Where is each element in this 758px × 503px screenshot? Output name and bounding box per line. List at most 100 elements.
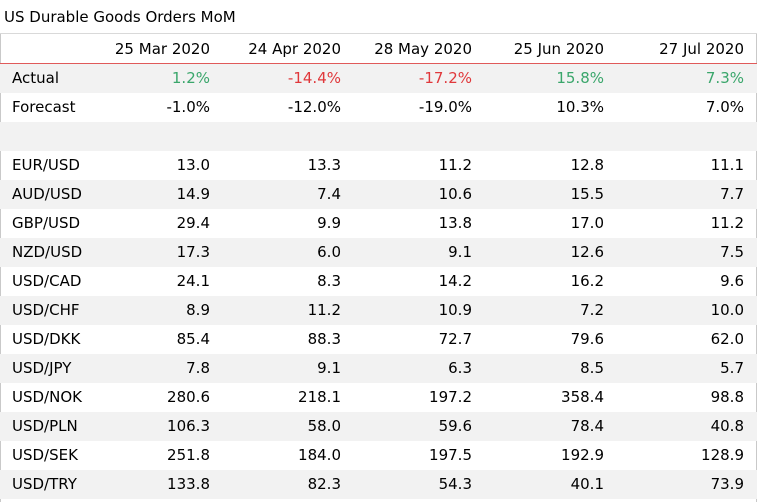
pair-value-cell: 9.6 [720,272,744,290]
row-label-actual: Actual [0,63,100,93]
row-label-pair: EUR/USD [12,156,80,174]
pair-value-cell: 251.8 [167,446,210,464]
pair-value-cell: 79.6 [570,330,604,348]
row-label-pair: USD/DKK [12,330,81,348]
pair-value-cell: 10.6 [354,179,485,209]
forecast-cell: 10.3% [556,98,604,116]
pair-row: USD/NOK 280.6 218.1 197.2 358.4 98.8 [0,383,757,412]
pair-row: USD/CAD 24.1 8.3 14.2 16.2 9.6 [0,267,757,296]
pair-value-cell: 7.5 [617,237,757,267]
pair-value-cell: 29.4 [176,214,210,232]
pair-value-cell: 16.2 [570,272,604,290]
actual-cell: 1.2% [100,63,223,93]
pair-row: USD/DKK 85.4 88.3 72.7 79.6 62.0 [0,325,757,354]
pair-value-cell: 40.8 [617,411,757,441]
row-label-pair: USD/SEK [12,446,78,464]
forecast-cell: -1.0% [166,98,210,116]
pair-value-cell: 98.8 [710,388,744,406]
actual-cell: 15.8% [485,63,617,93]
pair-value-cell: 9.9 [317,214,341,232]
table-frame [0,33,757,502]
pair-row: USD/TRY 133.8 82.3 54.3 40.1 73.9 [0,469,757,499]
pair-value-cell: 54.3 [354,469,485,499]
pair-value-cell: 10.9 [354,295,485,325]
pair-value-cell: 7.4 [223,179,354,209]
pair-value-cell: 12.6 [485,237,617,267]
pair-value-cell: 218.1 [298,388,341,406]
row-label-pair: GBP/USD [12,214,81,232]
forecast-cell: -19.0% [418,98,472,116]
pair-value-cell: 8.3 [317,272,341,290]
pair-value-cell: 6.0 [223,237,354,267]
pair-row: USD/CHF 8.9 11.2 10.9 7.2 10.0 [0,295,757,325]
pair-value-cell: 62.0 [710,330,744,348]
pair-value-cell: 73.9 [617,469,757,499]
actual-row: Actual 1.2% -14.4% -17.2% 15.8% 7.3% [0,63,757,93]
pair-value-cell: 85.4 [176,330,210,348]
pair-value-cell: 88.3 [307,330,341,348]
pair-value-cell: 8.5 [485,353,617,383]
pair-value-cell: 358.4 [561,388,604,406]
forecast-cell: 7.0% [705,98,744,116]
pair-row: EUR/USD 13.0 13.3 11.2 12.8 11.1 [0,151,757,180]
pair-value-cell: 11.2 [438,156,472,174]
spacer-row [0,121,757,151]
pair-value-cell: 9.1 [223,353,354,383]
pair-value-cell: 13.3 [307,156,341,174]
pair-row: NZD/USD 17.3 6.0 9.1 12.6 7.5 [0,237,757,267]
pair-value-cell: 7.7 [617,179,757,209]
header-row: 25 Mar 2020 24 Apr 2020 28 May 2020 25 J… [0,33,757,64]
pair-value-cell: 78.4 [485,411,617,441]
row-label-pair: USD/CHF [0,295,100,325]
pair-value-cell: 5.7 [617,353,757,383]
pair-value-cell: 17.0 [570,214,604,232]
header-cell-corner [0,33,100,64]
pair-value-cell: 13.8 [438,214,472,232]
pair-row: USD/JPY 7.8 9.1 6.3 8.5 5.7 [0,353,757,383]
pair-value-cell: 6.3 [354,353,485,383]
data-table: 25 Mar 2020 24 Apr 2020 28 May 2020 25 J… [0,33,757,499]
table-title: US Durable Goods Orders MoM [4,8,236,26]
pair-value-cell: 40.1 [485,469,617,499]
header-cell-date: 24 Apr 2020 [223,33,354,64]
row-label-pair: USD/PLN [0,411,100,441]
row-label-pair: USD/JPY [0,353,100,383]
pair-value-cell: 106.3 [100,411,223,441]
pair-value-cell: 192.9 [561,446,604,464]
pair-value-cell: 11.2 [223,295,354,325]
actual-cell: -17.2% [354,63,485,93]
row-label-pair: NZD/USD [0,237,100,267]
pair-value-cell: 11.2 [710,214,744,232]
pair-value-cell: 8.9 [100,295,223,325]
pair-value-cell: 14.2 [438,272,472,290]
pair-value-cell: 12.8 [570,156,604,174]
pair-value-cell: 184.0 [298,446,341,464]
pair-value-cell: 11.1 [710,156,744,174]
pair-value-cell: 59.6 [354,411,485,441]
pair-value-cell: 58.0 [223,411,354,441]
pair-value-cell: 7.8 [100,353,223,383]
row-label-pair: USD/TRY [0,469,100,499]
actual-cell: 7.3% [617,63,757,93]
pair-row: AUD/USD 14.9 7.4 10.6 15.5 7.7 [0,179,757,209]
pair-value-cell: 17.3 [100,237,223,267]
pair-row: USD/PLN 106.3 58.0 59.6 78.4 40.8 [0,411,757,441]
row-label-forecast: Forecast [12,98,76,116]
pair-value-cell: 14.9 [100,179,223,209]
pair-value-cell: 7.2 [485,295,617,325]
pair-value-cell: 82.3 [223,469,354,499]
pair-row: USD/SEK 251.8 184.0 197.5 192.9 128.9 [0,441,757,470]
pair-value-cell: 280.6 [167,388,210,406]
pair-value-cell: 133.8 [100,469,223,499]
actual-cell: -14.4% [223,63,354,93]
row-label-pair: USD/CAD [12,272,82,290]
pair-value-cell: 13.0 [176,156,210,174]
pair-value-cell: 197.2 [429,388,472,406]
pair-value-cell: 24.1 [176,272,210,290]
pair-value-cell: 197.5 [429,446,472,464]
forecast-row: Forecast -1.0% -12.0% -19.0% 10.3% 7.0% [0,93,757,122]
row-label-pair: AUD/USD [0,179,100,209]
row-label-pair: USD/NOK [12,388,82,406]
pair-row: GBP/USD 29.4 9.9 13.8 17.0 11.2 [0,209,757,238]
